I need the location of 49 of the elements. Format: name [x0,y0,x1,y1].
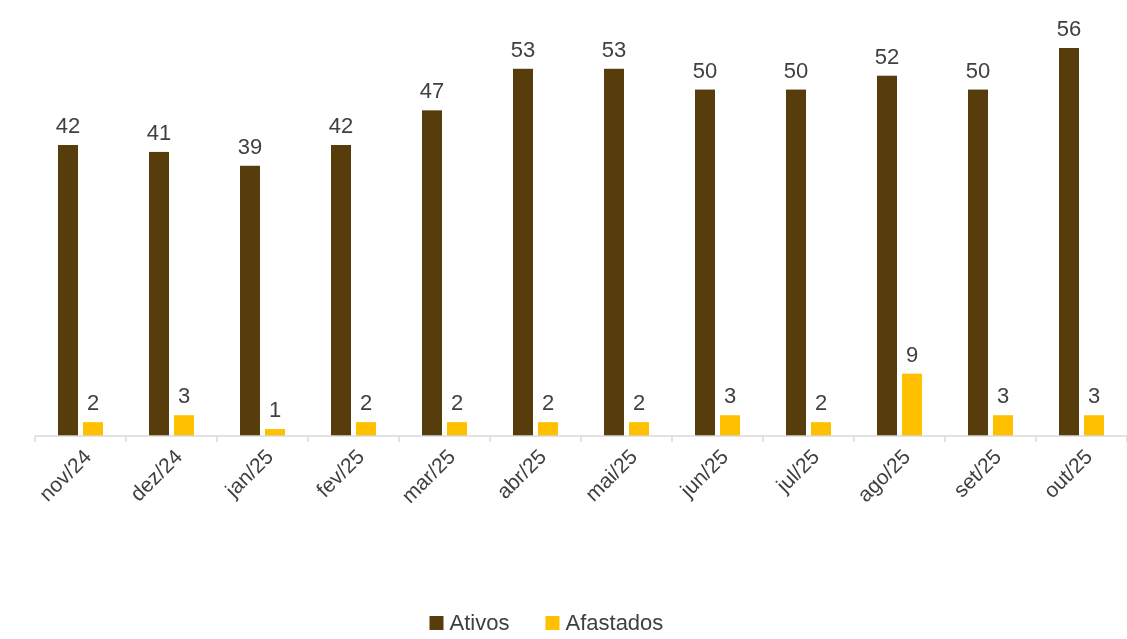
legend-label: Ativos [449,609,510,635]
bar [83,422,103,436]
bar [968,89,988,436]
data-label: 52 [874,43,900,69]
data-label: 50 [783,57,809,83]
data-label: 42 [55,113,81,138]
data-label: 47 [419,78,445,104]
bar [422,110,442,436]
bar [538,422,558,436]
data-label: 53 [510,36,536,62]
bar [447,422,467,436]
bar [331,145,351,436]
data-label: 2 [450,390,464,416]
bar [513,68,533,436]
data-label: 42 [328,113,354,138]
data-label: 9 [905,341,919,367]
data-label: 41 [146,119,172,145]
data-label: 50 [965,57,991,83]
bar [58,145,78,436]
legend-label: Afastados [565,609,664,635]
data-label: 3 [723,383,737,409]
bar [695,89,715,436]
data-label: 2 [86,390,100,416]
data-label: 3 [177,383,191,409]
data-label: 3 [1087,383,1101,409]
data-label: 50 [692,57,718,83]
bar [174,415,194,436]
bar [720,415,740,436]
data-label: 2 [632,390,646,416]
bar [1084,415,1104,436]
bar [604,68,624,436]
bar [356,422,376,436]
data-label: 39 [237,133,263,159]
bar [877,75,897,436]
bar [1059,48,1079,436]
data-label: 2 [814,390,828,416]
data-label: 53 [601,36,627,62]
bar [902,373,922,436]
bar [811,422,831,436]
data-label: 2 [541,390,555,416]
data-label: 3 [996,383,1010,409]
bar [240,165,260,436]
data-label: 2 [359,390,373,416]
data-label: 56 [1056,16,1082,41]
bar [786,89,806,436]
data-label: 1 [268,397,282,423]
bar [149,151,169,436]
bar [629,422,649,436]
bar [993,415,1013,436]
